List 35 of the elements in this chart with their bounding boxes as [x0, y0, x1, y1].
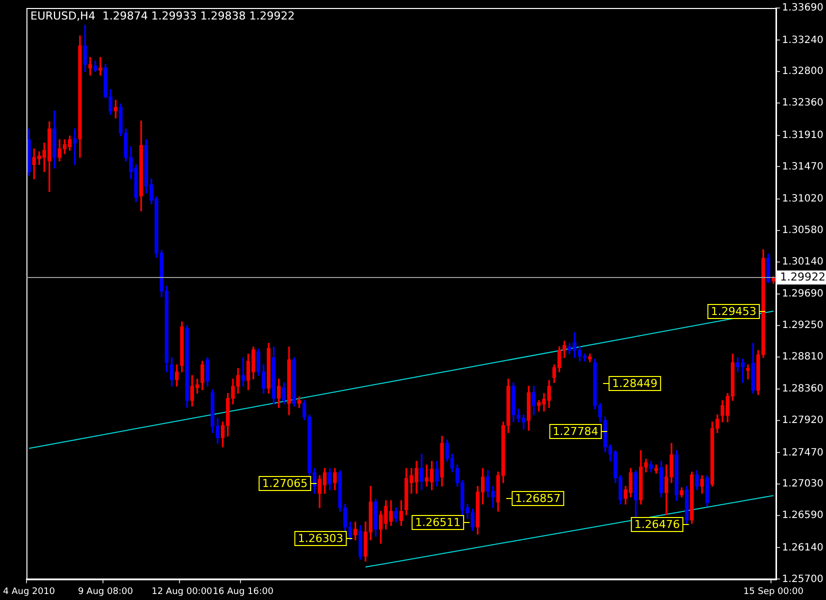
y-tick-label: 1.33690 [782, 2, 824, 14]
y-tick-label: 1.27470 [782, 447, 824, 458]
y-tick-label: 1.25700 [782, 574, 824, 585]
chart-title: EURUSD,H4 1.29874 1.29933 1.29838 1.29922 [30, 9, 295, 22]
annotation: 1.29453 [710, 304, 756, 318]
y-tick-label: 1.31470 [782, 161, 824, 172]
annotation: 1.27065 [262, 476, 308, 490]
y-tick-label: 1.31020 [782, 193, 824, 204]
y-tick-label: 1.30140 [782, 256, 824, 268]
y-tick-label: 1.28360 [782, 384, 824, 395]
y-tick-label: 1.27030 [782, 478, 824, 490]
ref-line-label: 1.29922 [780, 270, 826, 284]
annotation: 1.27784 [552, 424, 598, 438]
y-tick-label: 1.26590 [782, 510, 824, 522]
y-tick-label: 1.33240 [782, 34, 824, 46]
x-tick-label: 15 Sep 00:00 [743, 586, 804, 597]
y-tick-label: 1.30580 [782, 224, 824, 236]
annotation: 1.26511 [415, 516, 461, 529]
y-tick-label: 1.29690 [782, 288, 824, 300]
candlestick [746, 364, 750, 380]
annotation: 1.26303 [298, 532, 344, 545]
x-tick-label: 16 Aug 16:00 [212, 586, 274, 597]
y-tick-label: 1.32800 [782, 66, 824, 78]
annotation: 1.28449 [612, 376, 658, 390]
y-tick-label: 1.26140 [782, 542, 824, 554]
y-tick-label: 1.28810 [782, 351, 824, 362]
x-tick-label: 12 Aug 00:00 [152, 586, 213, 597]
y-tick-label: 1.29250 [782, 320, 824, 332]
y-tick-label: 1.27920 [782, 415, 824, 426]
y-tick-label: 1.32360 [782, 98, 824, 109]
x-tick-label: 4 Aug 2010 [3, 586, 56, 597]
annotation: 1.26476 [634, 518, 680, 531]
annotation: 1.26857 [515, 492, 561, 505]
y-tick-label: 1.31910 [782, 130, 824, 141]
x-tick-label: 9 Aug 08:00 [78, 586, 134, 597]
